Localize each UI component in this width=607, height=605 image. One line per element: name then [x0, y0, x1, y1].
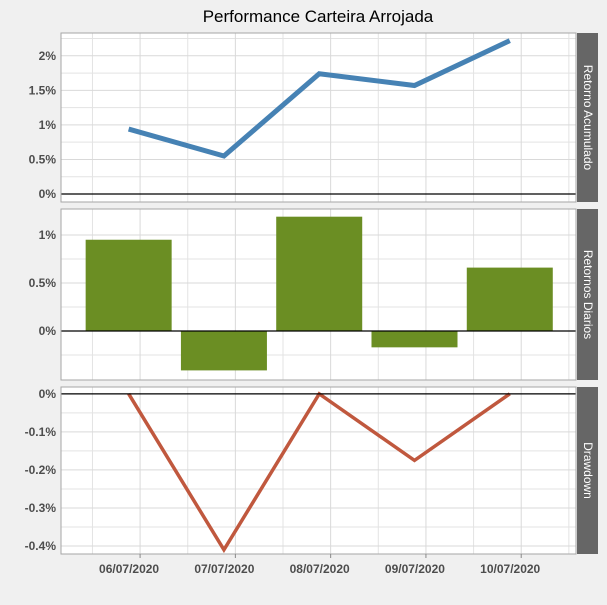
strip-label: Drawdown	[581, 442, 595, 499]
bar	[276, 217, 362, 331]
y-tick-label: -0.1%	[25, 425, 57, 439]
y-tick-label: 0%	[39, 387, 57, 401]
x-tick-label: 06/07/2020	[99, 562, 159, 576]
y-tick-label: 0%	[39, 324, 57, 338]
y-tick-label: 0.5%	[29, 152, 57, 166]
y-tick-label: -0.3%	[25, 501, 57, 515]
y-tick-label: 1.5%	[29, 83, 57, 97]
bar	[181, 331, 267, 370]
y-tick-label: -0.4%	[25, 539, 57, 553]
bar	[467, 268, 553, 331]
chart-title: Performance Carteira Arrojada	[203, 7, 434, 26]
y-tick-label: 0.5%	[29, 276, 57, 290]
y-tick-label: 1%	[39, 118, 57, 132]
x-tick-label: 09/07/2020	[385, 562, 445, 576]
y-tick-label: 0%	[39, 187, 57, 201]
x-tick-label: 10/07/2020	[480, 562, 540, 576]
strip-label: Retorno Acumulado	[581, 65, 595, 171]
y-tick-label: 2%	[39, 49, 57, 63]
strip-label: Retornos Diarios	[581, 250, 595, 339]
x-tick-label: 07/07/2020	[194, 562, 254, 576]
panel-drawdown: 0% -0.1% -0.2% -0.3% -0.4% Drawdown	[25, 387, 598, 554]
y-tick-label: 1%	[39, 228, 57, 242]
bar	[371, 331, 457, 347]
y-tick-label: -0.2%	[25, 463, 57, 477]
bar	[86, 240, 172, 331]
x-tick-label: 08/07/2020	[290, 562, 350, 576]
panel-retornos-diarios: 0% 0.5% 1% Retornos Diarios	[29, 209, 598, 380]
panel-retorno-acumulado: 0% 0.5% 1% 1.5% 2% Retorno Acumulado	[29, 33, 598, 202]
